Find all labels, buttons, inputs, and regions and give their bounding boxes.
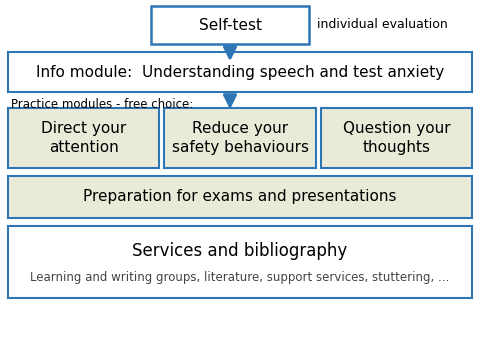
Text: Services and bibliography: Services and bibliography (132, 242, 348, 260)
Text: Self-test: Self-test (199, 18, 262, 32)
FancyBboxPatch shape (8, 108, 159, 168)
Text: Preparation for exams and presentations: Preparation for exams and presentations (83, 189, 397, 204)
FancyBboxPatch shape (8, 226, 472, 298)
Text: Info module:  Understanding speech and test anxiety: Info module: Understanding speech and te… (36, 64, 444, 80)
FancyBboxPatch shape (8, 52, 472, 92)
Text: Question your
thoughts: Question your thoughts (343, 121, 450, 156)
Text: Direct your
attention: Direct your attention (41, 121, 126, 156)
Text: Practice modules - free choice:: Practice modules - free choice: (11, 98, 193, 111)
FancyBboxPatch shape (321, 108, 472, 168)
Text: Reduce your
safety behaviours: Reduce your safety behaviours (171, 121, 309, 156)
FancyBboxPatch shape (8, 176, 472, 218)
FancyBboxPatch shape (151, 6, 309, 44)
FancyBboxPatch shape (164, 108, 316, 168)
Text: Learning and writing groups, literature, support services, stuttering, ...: Learning and writing groups, literature,… (30, 271, 450, 284)
Text: individual evaluation: individual evaluation (317, 18, 448, 31)
